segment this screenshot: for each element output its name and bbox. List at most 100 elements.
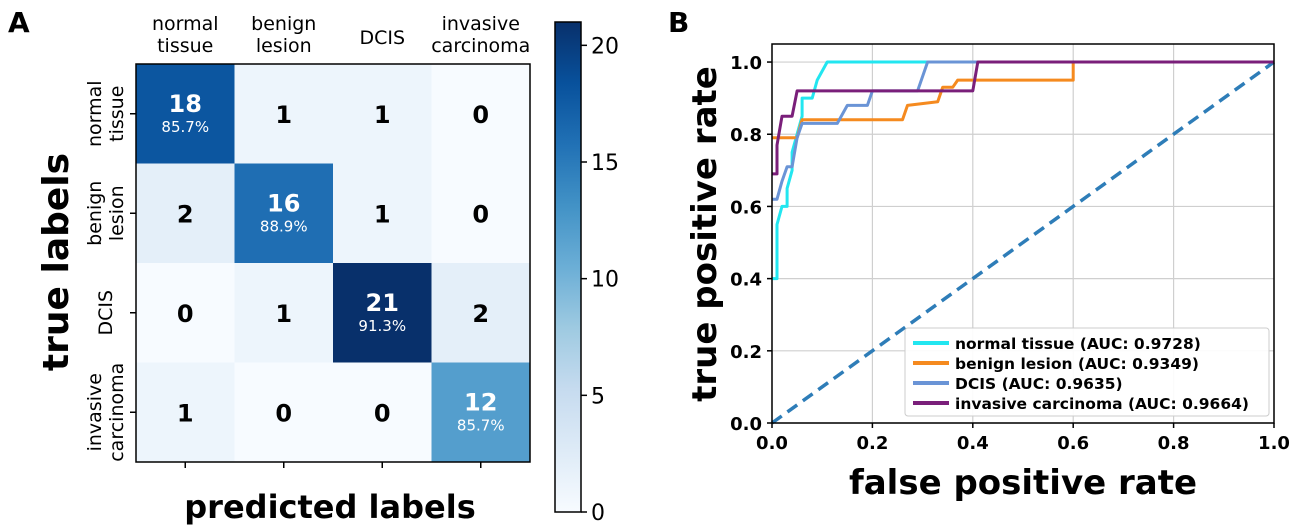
legend-label: DCIS (AUC: 0.9635): [955, 375, 1123, 393]
heatmap-x-category-label: benign: [251, 13, 316, 35]
heatmap-cell: [431, 163, 531, 264]
roc-panel: B 0.0 0.2 0.4 0.6 0.8 1.0 0.0 0.2 0.4 0.6 0.8 1.0 f…: [668, 6, 1290, 503]
heatmap-y-category-label: DCIS: [95, 290, 117, 336]
heatmap-cell-value: 2: [177, 200, 194, 228]
heatmap-y-categories: normal tissue benign lesion DCIS invasive carc…: [84, 80, 128, 461]
colorbar-tick-label: 15: [591, 151, 619, 176]
roc-x-tick-label: 0.0: [756, 433, 788, 454]
heatmap-cell-value: 0: [374, 399, 391, 427]
roc-ticks: 0.0 0.2 0.4 0.6 0.8 1.0 0.0 0.2 0.4 0.6 0.8 1.0: [730, 53, 1290, 454]
roc-x-tick-label: 0.2: [856, 433, 888, 454]
roc-legend: normal tissue (AUC: 0.9728) benign lesion…: [904, 327, 1270, 417]
heatmap-cell-value: 21: [366, 289, 399, 317]
heatmap-x-category-label: normal: [152, 13, 219, 35]
heatmap-cell-percent: 85.7%: [457, 416, 505, 434]
heatmap-cell-value: 18: [169, 90, 202, 118]
panel-label-a: A: [8, 6, 30, 39]
heatmap-x-category-label: lesion: [256, 35, 312, 57]
roc-x-axis-label: false positive rate: [849, 463, 1197, 503]
heatmap-cell: [333, 362, 432, 463]
heatmap-cell-percent: 91.3%: [358, 317, 406, 335]
legend-label: normal tissue (AUC: 0.9728): [955, 335, 1201, 353]
heatmap-y-category-label: invasive: [84, 373, 106, 451]
legend-label: invasive carcinoma (AUC: 0.9664): [955, 395, 1249, 413]
roc-chance-line: [770, 60, 1276, 425]
panel-label-b: B: [668, 6, 689, 39]
roc-y-tick-label: 0.8: [730, 125, 762, 146]
heatmap-cell: [431, 64, 531, 164]
roc-x-tick-label: 1.0: [1258, 433, 1290, 454]
heatmap-cell-value: 0: [472, 200, 489, 228]
roc-y-tick-label: 0.2: [730, 342, 762, 363]
heatmap-cell-value: 1: [275, 101, 292, 129]
heatmap-cell-value: 0: [472, 101, 489, 129]
heatmap-cell: [136, 163, 235, 264]
roc-x-tick-label: 0.8: [1158, 433, 1190, 454]
heatmap-cell-value: 12: [464, 388, 497, 416]
heatmap-cell-value: 1: [374, 101, 391, 129]
roc-y-tick-label: 0.0: [730, 414, 762, 435]
heatmap-y-category-label: normal: [84, 80, 106, 147]
roc-y-tick-label: 0.6: [730, 197, 762, 218]
heatmap-cell: [234, 64, 334, 164]
heatmap-cell-value: 1: [177, 399, 194, 427]
heatmap-y-category: benign lesion: [84, 181, 128, 246]
heatmap-x-category-label: tissue: [157, 35, 213, 57]
heatmap-cells: [136, 64, 531, 463]
roc-curve: [772, 60, 1274, 201]
heatmap-y-category: DCIS: [95, 290, 117, 336]
colorbar-tick-label: 20: [591, 34, 619, 59]
roc-x-tick-label: 0.4: [957, 433, 989, 454]
heatmap-cell: [333, 64, 432, 164]
roc-series: [770, 60, 1276, 425]
roc-x-tick-label: 0.6: [1057, 433, 1089, 454]
heatmap-x-axis-label: predicted labels: [184, 488, 475, 526]
colorbar-tick-label: 10: [591, 268, 619, 293]
heatmap-cell-value: 1: [275, 300, 292, 328]
heatmap-cell: [234, 163, 334, 264]
heatmap-y-category: invasive carcinoma: [84, 363, 128, 462]
roc-y-axis-label: true positive rate: [685, 66, 725, 402]
heatmap-cell-percent: 85.7%: [161, 118, 209, 136]
legend-box: [904, 327, 1270, 417]
heatmap-cell: [234, 362, 334, 463]
heatmap-x-category-label: carcinoma: [431, 35, 530, 57]
roc-y-tick-label: 0.4: [730, 270, 762, 291]
heatmap-y-category-label: tissue: [106, 86, 128, 142]
heatmap-cell-value: 0: [275, 399, 292, 427]
colorbar-tick-label: 0: [591, 501, 605, 526]
heatmap-cell: [333, 163, 432, 264]
heatmap-cell: [431, 362, 531, 463]
heatmap-cell-value: 1: [374, 200, 391, 228]
roc-curve: [772, 60, 1274, 140]
heatmap-cell: [136, 362, 235, 463]
roc-y-tick-label: 1.0: [730, 53, 762, 74]
heatmap-cell: [136, 263, 235, 363]
heatmap-y-category-label: benign: [84, 181, 106, 246]
colorbar: 0 5 10 15 20: [554, 21, 619, 526]
heatmap-y-axis-label: true labels: [36, 153, 77, 371]
heatmap-y-category: normal tissue: [84, 80, 128, 147]
heatmap-cell: [431, 263, 531, 363]
heatmap-cell-value: 0: [177, 300, 194, 328]
heatmap-x-category-label: invasive: [442, 13, 520, 35]
legend-label: benign lesion (AUC: 0.9349): [955, 355, 1199, 373]
heatmap-cell: [333, 263, 432, 363]
heatmap-ticks: [130, 113, 482, 468]
heatmap-x-category-label: DCIS: [359, 27, 405, 49]
heatmap-cell-value: 2: [472, 300, 489, 328]
heatmap-cell-value: 16: [267, 189, 300, 217]
heatmap-frame: [135, 63, 531, 463]
colorbar-gradient: [554, 21, 582, 513]
colorbar-tick-label: 5: [591, 384, 605, 409]
heatmap-y-category-label: carcinoma: [106, 363, 128, 462]
heatmap-y-category-label: lesion: [106, 185, 128, 241]
heatmap-cell: [234, 263, 334, 363]
heatmap-cell-percent: 88.9%: [260, 217, 308, 235]
roc-curve: [772, 60, 1274, 281]
roc-frame: [771, 43, 1275, 424]
